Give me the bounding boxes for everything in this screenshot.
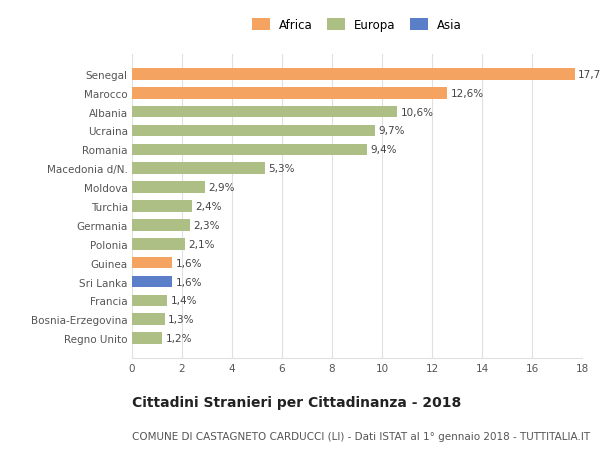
Text: 17,7%: 17,7%: [578, 70, 600, 80]
Text: COMUNE DI CASTAGNETO CARDUCCI (LI) - Dati ISTAT al 1° gennaio 2018 - TUTTITALIA.: COMUNE DI CASTAGNETO CARDUCCI (LI) - Dat…: [132, 431, 590, 442]
Bar: [132, 106, 397, 118]
Text: 2,1%: 2,1%: [188, 239, 215, 249]
Text: 1,4%: 1,4%: [171, 296, 197, 306]
Text: 1,6%: 1,6%: [176, 258, 202, 268]
Text: 2,9%: 2,9%: [208, 183, 235, 193]
Text: 1,3%: 1,3%: [168, 314, 195, 325]
Bar: [132, 69, 575, 80]
Bar: [132, 314, 164, 325]
Text: 9,7%: 9,7%: [378, 126, 405, 136]
Text: Cittadini Stranieri per Cittadinanza - 2018: Cittadini Stranieri per Cittadinanza - 2…: [132, 395, 461, 409]
Bar: [132, 163, 265, 175]
Bar: [132, 295, 167, 307]
Bar: [132, 182, 205, 194]
Text: 2,4%: 2,4%: [196, 202, 222, 212]
Bar: [132, 201, 192, 213]
Text: 1,6%: 1,6%: [176, 277, 202, 287]
Legend: Africa, Europa, Asia: Africa, Europa, Asia: [248, 16, 466, 36]
Text: 9,4%: 9,4%: [371, 145, 397, 155]
Bar: [132, 88, 447, 99]
Bar: [132, 238, 185, 250]
Bar: [132, 144, 367, 156]
Bar: [132, 257, 172, 269]
Text: 2,3%: 2,3%: [193, 220, 220, 230]
Bar: [132, 125, 374, 137]
Text: 12,6%: 12,6%: [451, 89, 484, 99]
Text: 1,2%: 1,2%: [166, 333, 192, 343]
Bar: [132, 333, 162, 344]
Text: 5,3%: 5,3%: [268, 164, 295, 174]
Text: 10,6%: 10,6%: [401, 107, 434, 118]
Bar: [132, 276, 172, 288]
Bar: [132, 219, 190, 231]
